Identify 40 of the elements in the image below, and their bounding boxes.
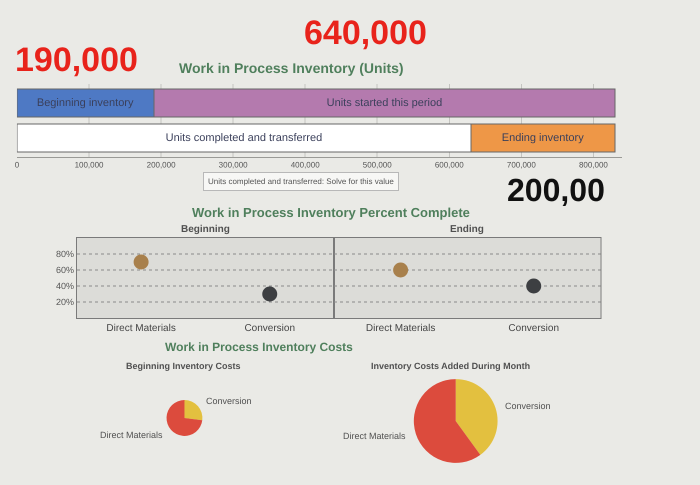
- x-tick-label: 800,000: [578, 160, 608, 170]
- chart-subtitle: Beginning Inventory Costs: [126, 361, 241, 371]
- pie-slice: [414, 379, 480, 463]
- y-tick-label: 60%: [56, 265, 74, 276]
- chart-title: Work in Process Inventory Costs: [165, 340, 354, 354]
- x-tick-label: 100,000: [74, 160, 104, 170]
- text: 190,000: [15, 41, 138, 79]
- x-tick-label: 300,000: [218, 160, 248, 170]
- x-tick-label: 600,000: [434, 160, 464, 170]
- pie-slice: [456, 379, 498, 455]
- chart-subtitle: Ending: [450, 224, 484, 235]
- text: Units completed and transferred: Solve for this value: [208, 177, 394, 186]
- slice-label: Direct Materials: [100, 430, 164, 440]
- chart-subtitle: Beginning: [181, 224, 230, 235]
- x-tick-label: 500,000: [362, 160, 392, 170]
- x-tick-label: Direct Materials: [366, 323, 436, 334]
- x-tick-label: Conversion: [508, 323, 560, 334]
- pie-slice: [166, 400, 202, 436]
- chart-title: Work in Process Inventory (Units): [179, 60, 404, 76]
- x-tick-label: 400,000: [290, 160, 320, 170]
- pie-slice: [184, 400, 202, 420]
- x-tick-label: Direct Materials: [106, 323, 176, 334]
- x-tick-label: 0: [14, 160, 20, 170]
- series-label: Ending inventory: [502, 132, 584, 144]
- x-tick-label: 200,000: [146, 160, 176, 170]
- series-label: Units started this period: [326, 97, 442, 110]
- text: 200,00: [507, 172, 605, 208]
- y-tick-label: 80%: [56, 249, 74, 260]
- series-label: Beginning inventory: [36, 97, 134, 110]
- slice-label: Conversion: [505, 401, 551, 411]
- slice-label: Direct Materials: [343, 431, 406, 441]
- series-label: Units completed and transferred: [166, 132, 322, 144]
- chart-title: Work in Process Inventory Percent Complete: [192, 205, 470, 220]
- x-tick-label: 700,000: [506, 160, 536, 170]
- slice-label: Conversion: [206, 396, 252, 406]
- x-tick-label: Conversion: [244, 323, 296, 334]
- chart-subtitle: Inventory Costs Added During Month: [371, 361, 530, 371]
- y-tick-label: 20%: [56, 297, 74, 308]
- y-tick-label: 40%: [56, 281, 74, 292]
- text: 640,000: [304, 14, 427, 52]
